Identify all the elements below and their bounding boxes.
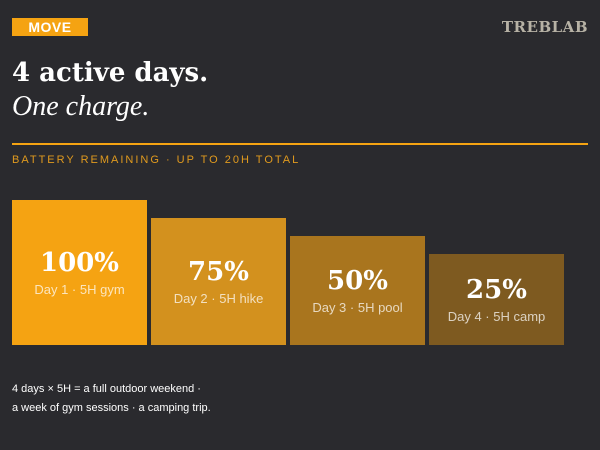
battery-bar-day-4: 25% Day 4 · 5H camp [429,254,564,345]
brand-logo-text: TREBLAB [501,18,588,36]
battery-bar-day-3: 50% Day 3 · 5H pool [290,236,425,345]
subheadline: One charge. [12,91,150,122]
battery-percent-label: 75% [188,257,249,287]
category-tag: MOVE [12,18,88,36]
headline: 4 active days. [12,58,209,88]
day-caption: Day 3 · 5H pool [312,300,403,315]
footnote-line-2: a week of gym sessions · a camping trip. [12,402,211,414]
day-caption: Day 2 · 5H hike [173,291,264,306]
battery-bar-day-1: 100% Day 1 · 5H gym [12,200,147,345]
battery-percent-label: 100% [40,248,119,278]
day-caption: Day 4 · 5H camp [447,309,546,324]
section-label: BATTERY REMAINING · UP TO 20H TOTAL [12,154,301,166]
footnote: 4 days × 5H = a full outdoor weekend · a… [12,380,211,418]
battery-bar-day-2: 75% Day 2 · 5H hike [151,218,286,345]
day-caption: Day 1 · 5H gym [34,282,125,297]
battery-percent-label: 50% [327,266,388,296]
battery-percent-label: 25% [466,275,527,305]
footnote-line-1: 4 days × 5H = a full outdoor weekend · [12,383,201,395]
divider [12,143,588,145]
